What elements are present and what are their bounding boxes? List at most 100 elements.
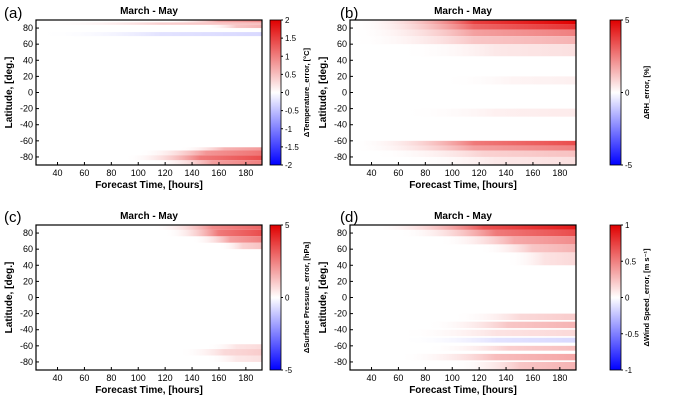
x-tick-label: 120 <box>472 168 487 178</box>
x-tick-label: 180 <box>552 168 567 178</box>
y-tick-label: 40 <box>23 260 33 270</box>
x-tick-label: 40 <box>53 168 63 178</box>
chart-title: March - May <box>120 211 178 222</box>
y-tick-label: -40 <box>334 325 347 335</box>
heatmap-band <box>452 313 576 321</box>
heatmap-band <box>438 236 576 245</box>
x-tick-label: 60 <box>79 168 89 178</box>
y-tick-label: 60 <box>337 244 347 254</box>
heatmap-band <box>165 20 262 23</box>
chart-title: March - May <box>120 6 178 17</box>
colorbar-tick-label: 1 <box>285 52 290 61</box>
heatmap-band <box>151 160 262 165</box>
colorbar-tick-label: 1 <box>625 221 630 230</box>
heatmap-band <box>438 76 576 85</box>
y-axis-label: Latitude, [deg.] <box>318 57 329 129</box>
y-axis-label: Latitude, [deg.] <box>318 262 329 334</box>
heatmap-band <box>479 244 576 253</box>
x-axis-label: Forecast Time, [hours] <box>409 180 517 191</box>
colorbar-tick-label: 0 <box>285 89 290 98</box>
heatmap-band <box>452 361 576 370</box>
y-tick-label: 0 <box>342 293 347 303</box>
x-tick-label: 100 <box>131 373 146 383</box>
colorbar-label: ΔSurface Pressure_error, [hPa] <box>302 241 311 353</box>
y-tick-label: 20 <box>337 276 347 286</box>
x-tick-label: 140 <box>185 373 200 383</box>
heatmap-band <box>205 344 262 350</box>
y-tick-label: 80 <box>337 228 347 238</box>
y-tick-label: -80 <box>20 357 33 367</box>
colorbar-label: ΔRH_error, [%] <box>642 65 651 119</box>
y-tick-label: -20 <box>20 104 33 114</box>
colorbar-tick-label: 5 <box>285 221 290 230</box>
heatmap-band <box>398 337 576 343</box>
colorbar-tick-label: 0.5 <box>625 257 637 266</box>
x-tick-label: 120 <box>158 373 173 383</box>
heatmap-band <box>398 353 576 361</box>
heatmap-band <box>205 355 262 362</box>
y-tick-label: -80 <box>334 357 347 367</box>
x-axis-label: Forecast Time, [hours] <box>95 180 203 191</box>
heatmap-band <box>425 345 576 351</box>
x-tick-label: 80 <box>420 373 430 383</box>
y-tick-label: 20 <box>23 71 33 81</box>
y-tick-label: 80 <box>23 228 33 238</box>
y-tick-label: 40 <box>337 55 347 65</box>
colorbar-tick-label: -2 <box>285 161 293 170</box>
x-axis-label: Forecast Time, [hours] <box>409 385 517 396</box>
x-tick-label: 140 <box>499 373 514 383</box>
colorbar-tick-label: -5 <box>285 366 293 375</box>
x-tick-label: 60 <box>393 373 403 383</box>
x-tick-label: 160 <box>211 168 226 178</box>
heatmap-band <box>178 147 262 151</box>
y-tick-label: 40 <box>337 260 347 270</box>
heatmap-band <box>350 24 576 30</box>
heatmap-band <box>165 229 262 237</box>
heatmap-band <box>36 22 262 25</box>
chart-panel: (c) March - May 40 60 80 100 120 140 160 180 80 60 4… <box>4 209 311 396</box>
heatmap-band <box>350 29 576 37</box>
colorbar <box>609 224 622 371</box>
colorbar-tick-label: -1 <box>625 366 633 375</box>
x-tick-label: 120 <box>472 373 487 383</box>
x-tick-label: 140 <box>499 168 514 178</box>
colorbar-label: ΔWind Speed_error, [m s⁻¹] <box>642 248 651 347</box>
chart-title: March - May <box>434 211 492 222</box>
y-tick-label: 0 <box>28 88 33 98</box>
y-tick-label: -20 <box>334 309 347 319</box>
colorbar <box>269 224 282 371</box>
panel-label: (a) <box>4 5 22 22</box>
x-tick-label: 80 <box>106 373 116 383</box>
colorbar-tick-label: 0.5 <box>285 70 297 79</box>
x-tick-label: 60 <box>393 168 403 178</box>
x-tick-label: 100 <box>131 168 146 178</box>
heatmap-band <box>398 329 576 337</box>
panel-label: (c) <box>4 209 22 226</box>
heatmap-band <box>350 20 576 25</box>
colorbar <box>269 19 282 166</box>
y-tick-label: -20 <box>334 104 347 114</box>
x-tick-label: 160 <box>211 373 226 383</box>
colorbar-tick-label: -0.5 <box>625 330 639 339</box>
y-tick-label: -40 <box>20 120 33 130</box>
y-tick-label: 0 <box>28 293 33 303</box>
heatmap-band <box>350 36 576 45</box>
x-tick-label: 180 <box>552 373 567 383</box>
panel-label: (b) <box>340 5 358 22</box>
panel-label: (d) <box>340 209 358 226</box>
x-tick-label: 160 <box>525 373 540 383</box>
heatmap-band <box>178 349 262 356</box>
y-axis-label: Latitude, [deg.] <box>4 262 15 334</box>
heatmap-band <box>151 225 262 230</box>
heatmap-band <box>398 229 576 237</box>
y-tick-label: -40 <box>334 120 347 130</box>
plot-area <box>36 20 262 165</box>
colorbar-tick-label: 1.5 <box>285 34 297 43</box>
y-tick-label: 80 <box>23 23 33 33</box>
y-tick-label: -80 <box>20 152 33 162</box>
x-tick-label: 160 <box>525 168 540 178</box>
heatmap-band <box>398 156 576 165</box>
colorbar-tick-label: 2 <box>285 16 290 25</box>
